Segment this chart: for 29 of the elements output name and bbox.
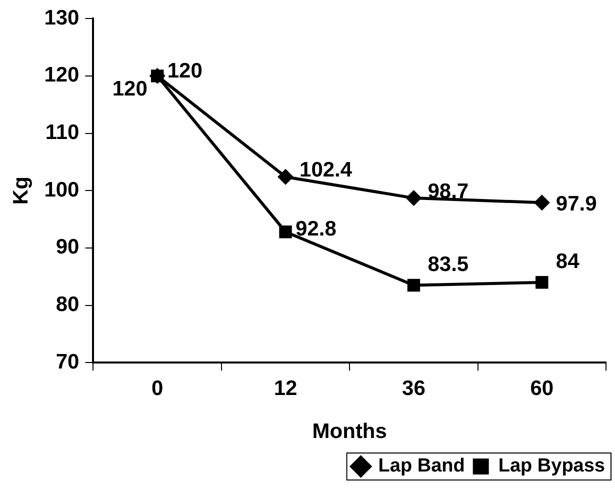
y-tick-label: 90 xyxy=(56,236,80,259)
point xyxy=(534,194,550,211)
data-label: 92.8 xyxy=(296,218,337,241)
point xyxy=(407,278,420,292)
data-label: 120 xyxy=(112,78,148,101)
y-tick-label: 110 xyxy=(45,121,80,144)
legend-label: Lap Bypass xyxy=(498,456,606,477)
point xyxy=(536,276,548,289)
x-tick-label: 36 xyxy=(402,376,426,400)
y-tick-label: 120 xyxy=(44,64,80,87)
point xyxy=(406,190,422,206)
data-label: 98.7 xyxy=(428,180,469,203)
data-label: 102.4 xyxy=(300,158,352,182)
point xyxy=(279,226,292,238)
y-tick-label: 80 xyxy=(56,293,80,316)
data-label: 83.5 xyxy=(428,252,469,276)
data-label: 120 xyxy=(167,60,202,83)
y-tick-label: 100 xyxy=(44,178,80,202)
x-tick-label: 12 xyxy=(274,376,298,400)
point xyxy=(278,168,294,185)
y-tick-label: 70 xyxy=(56,350,80,374)
x-axis-title: Months xyxy=(312,420,387,444)
y-tick-label: 130 xyxy=(44,6,80,30)
legend-label: Lap Band xyxy=(378,456,465,477)
data-label: 97.9 xyxy=(556,192,597,216)
x-tick-label: 60 xyxy=(530,376,554,400)
x-tick-label: 0 xyxy=(151,376,164,400)
data-label: 84 xyxy=(556,250,580,274)
y-axis-title: Kg xyxy=(9,176,32,205)
